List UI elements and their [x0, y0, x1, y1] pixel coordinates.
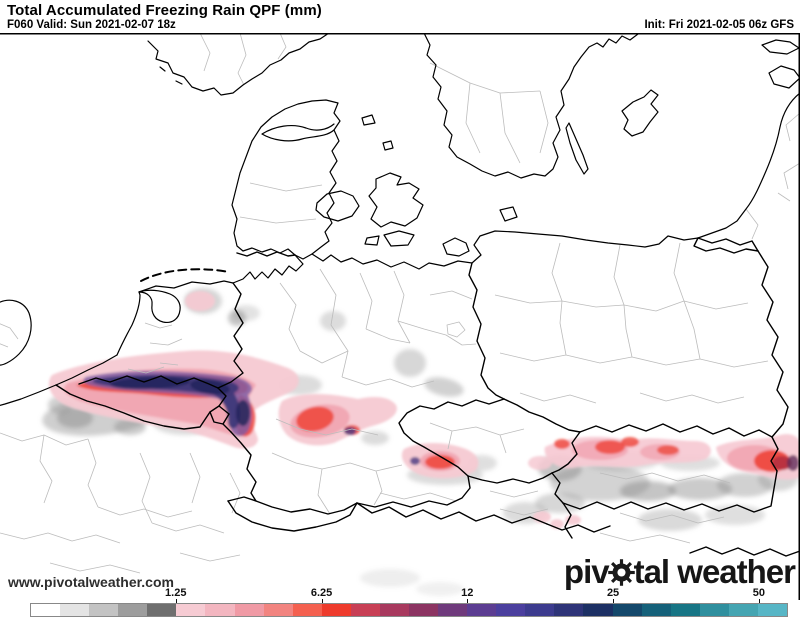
colorbar-tick-label: 1.25 — [165, 587, 187, 599]
colorbar-labels: 1.25 6.25 12 25 50 — [30, 587, 788, 600]
oland-island — [565, 122, 589, 175]
sweden-coastline — [423, 33, 639, 179]
baltic-coastline — [294, 92, 800, 270]
colorbar-segment — [321, 604, 351, 616]
ijsselmeer — [138, 289, 181, 324]
coastlines — [0, 33, 800, 407]
colorbar-segment — [670, 604, 700, 616]
gotland-island — [621, 89, 659, 137]
page-title: Total Accumulated Freezing Rain QPF (mm) — [7, 2, 322, 19]
colorbar-tick-mark — [175, 599, 177, 603]
colorbar-segment — [757, 604, 788, 616]
limfjord — [261, 123, 335, 142]
colorbar-segment — [409, 604, 439, 616]
init-time-label: Init: Fri 2021-02-05 06z GFS — [644, 19, 794, 31]
map-frame — [0, 33, 800, 600]
lolland-falster-islands — [364, 230, 415, 247]
colorbar-segment — [292, 604, 322, 616]
colorbar-tick-label: 25 — [606, 587, 620, 599]
colorbar-tick-label: 12 — [461, 587, 474, 599]
colorbar-segment — [205, 604, 235, 616]
german-bight-coastline — [232, 254, 304, 284]
colorbar-tick-mark — [758, 599, 760, 603]
colorbar-segment — [554, 604, 584, 616]
freezing-rain-shading — [48, 291, 800, 529]
colorbar-segment — [263, 604, 293, 616]
valid-time-label: F060 Valid: Sun 2021-02-07 18z — [7, 19, 176, 31]
netherlands-coastline — [116, 291, 141, 356]
colorbar-segment — [583, 604, 613, 616]
colorbar-tick-mark — [467, 599, 469, 603]
wadden-islands — [140, 268, 230, 282]
bornholm-island — [499, 206, 518, 222]
colorbar-tick-mark — [613, 599, 615, 603]
colorbar-segment — [467, 604, 497, 616]
colorbar-tick-label: 50 — [752, 587, 765, 599]
colorbar-segment — [147, 604, 177, 616]
colorbar-segment — [31, 604, 61, 616]
admin-borders — [0, 33, 800, 574]
colorbar-segment — [234, 604, 264, 616]
colorbar-segment — [89, 604, 119, 616]
colorbar-segment — [728, 604, 758, 616]
england-coastline — [0, 299, 32, 366]
colorbar-segment — [496, 604, 526, 616]
pivotal-weather-logo: piv tal weather — [563, 553, 796, 590]
colorbar-segment — [641, 604, 671, 616]
colorbar-tick-label: 6.25 — [310, 587, 333, 599]
estonian-islands — [761, 39, 800, 89]
colorbar-segment — [176, 604, 206, 616]
colorbar-segment — [438, 604, 468, 616]
colorbar-segment — [525, 604, 555, 616]
colorbar-ticks — [30, 599, 788, 603]
colorbar-segment — [118, 604, 148, 616]
jutland-coastline — [231, 99, 341, 256]
watermark: www.pivotalweather.com — [8, 574, 174, 590]
colorbar — [30, 603, 788, 617]
gear-icon — [607, 559, 635, 586]
funen-island — [315, 190, 360, 222]
colorbar-segment — [379, 604, 410, 616]
colorbar-segment — [612, 604, 642, 616]
logo-text-tal-weather: tal weather — [633, 553, 796, 590]
colorbar-tick-mark — [321, 599, 323, 603]
weather-map-image[interactable] — [0, 33, 800, 600]
logo-text-piv: piv — [563, 553, 610, 590]
colorbar-segment — [350, 604, 380, 616]
norway-coastline — [147, 33, 330, 96]
colorbar-segment — [699, 604, 729, 616]
zealand-island — [368, 172, 424, 228]
country-borders — [55, 237, 800, 557]
map-canvas — [0, 33, 800, 600]
rugen-island — [442, 237, 470, 257]
colorbar-segment — [60, 604, 90, 616]
